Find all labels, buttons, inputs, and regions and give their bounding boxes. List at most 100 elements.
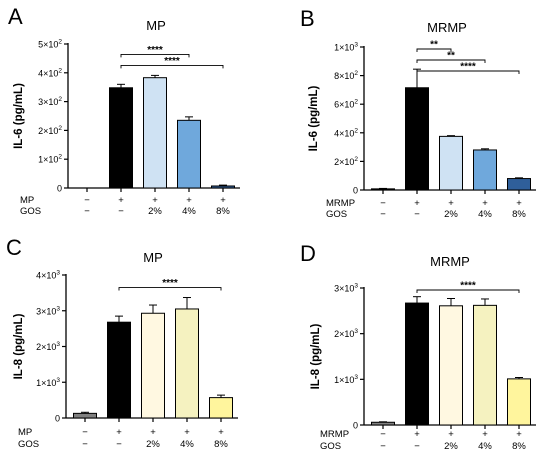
panel-title: MP [143,250,163,265]
bar [73,412,97,419]
y-tick-label: 6×102 [334,99,358,110]
treatment-value: 2% [146,439,160,450]
y-axis-label: IL-6 (pg/mL) [13,83,25,149]
treatment-value: 8% [512,441,526,452]
y-tick-exponent: 2 [58,39,62,46]
y-tick-exponent: 2 [58,67,62,74]
panel-title: MRMP [430,254,470,269]
y-tick-label: 3×102 [38,96,62,107]
y-tick-label: 0 [55,414,60,424]
significance-bracket [416,59,486,63]
y-tick-exponent: 2 [354,70,358,77]
bar [371,421,395,426]
treatment-value: 4% [182,206,196,217]
y-tick-exponent: 3 [354,328,358,335]
bar [473,149,497,191]
y-tick-exponent: 2 [354,156,358,163]
y-tick-label: 2×102 [334,156,358,167]
treatment-value: + [186,195,192,206]
significance-bracket [416,289,520,293]
treatment-value: 2% [444,441,458,452]
y-tick-label: 3×103 [36,305,60,316]
treatment-value: + [448,429,454,440]
treatment-value: + [414,198,420,209]
treatment-value: − [82,427,88,438]
significance-label: **** [147,45,163,56]
panel-title: MRMP [427,20,467,35]
y-tick-exponent: 3 [56,341,60,348]
treatment-value: + [516,198,522,209]
treatment-value: 8% [214,439,228,450]
treatment-value: 4% [180,439,194,450]
treatment-value: − [380,198,386,209]
y-tick-label: 2×103 [334,328,358,339]
y-tick-exponent: 2 [58,125,62,132]
treatment-value: + [516,429,522,440]
treatment-row-label: MP [18,427,32,438]
y-tick-exponent: 3 [354,283,358,290]
treatment-value: − [84,206,90,217]
y-tick-label: 2×103 [36,341,60,352]
y-tick-exponent: 2 [58,96,62,103]
treatment-value: + [118,195,124,206]
y-axis-label: IL-6 (pg/mL) [308,85,320,151]
panel-letter: C [6,235,22,260]
panel-c: C MP IL-8 (pg/mL) 0 1×103 2×103 3×103 4×103 ****… [6,235,238,450]
y-tick-label: 1×103 [36,377,60,388]
treatment-row-label: MP [20,195,34,206]
treatment-value: + [220,195,226,206]
treatment-row-label: GOS [320,441,341,452]
y-tick-label: 8×102 [334,70,358,81]
bar [473,304,497,426]
treatment-value: − [82,439,88,450]
bar [439,305,463,426]
treatment-value: − [118,206,124,217]
bar [211,185,235,189]
treatment-value: + [482,198,488,209]
significance-label: ** [447,51,455,62]
significance-label: ** [430,40,438,51]
treatment-row-label: GOS [326,209,347,220]
significance-bracket [416,48,452,52]
bar [209,397,233,419]
panel-b: B MRMP IL-6 (pg/mL) 0 2×102 4×102 6×102 8×102 1×… [300,6,536,220]
treatment-value: − [414,209,420,220]
significance-bracket [118,287,222,291]
treatment-value: 2% [444,209,458,220]
y-tick-exponent: 3 [56,305,60,312]
y-tick-label: 2×102 [38,125,62,136]
panel-letter: B [300,6,315,31]
y-tick-label: 4×102 [38,67,62,78]
y-tick-label: 1×103 [334,374,358,385]
y-tick-label: 1×103 [334,42,358,53]
treatment-value: 8% [216,206,230,217]
y-tick-label: 0 [57,184,62,194]
bar [405,87,429,191]
treatment-value: + [448,198,454,209]
bar [143,77,167,189]
y-tick-label: 4×103 [36,270,60,281]
y-tick-label: 5×102 [38,39,62,50]
y-tick-exponent: 2 [58,154,62,161]
treatment-value: 2% [148,206,162,217]
treatment-value: + [218,427,224,438]
bar [107,321,131,419]
y-tick-exponent: 2 [354,127,358,134]
y-tick-label: 0 [353,186,358,196]
treatment-value: − [116,439,122,450]
bar [507,178,531,191]
panel-letter: A [8,4,23,29]
treatment-value: + [152,195,158,206]
treatment-value: − [380,441,386,452]
treatment-value: − [380,209,386,220]
bar [109,87,133,189]
treatment-row-label: GOS [20,206,41,217]
treatment-value: + [184,427,190,438]
significance-bracket [120,64,224,69]
treatment-value: + [482,429,488,440]
bar [439,135,463,191]
treatment-value: 4% [478,441,492,452]
treatment-value: 8% [512,209,526,220]
treatment-value: − [414,441,420,452]
